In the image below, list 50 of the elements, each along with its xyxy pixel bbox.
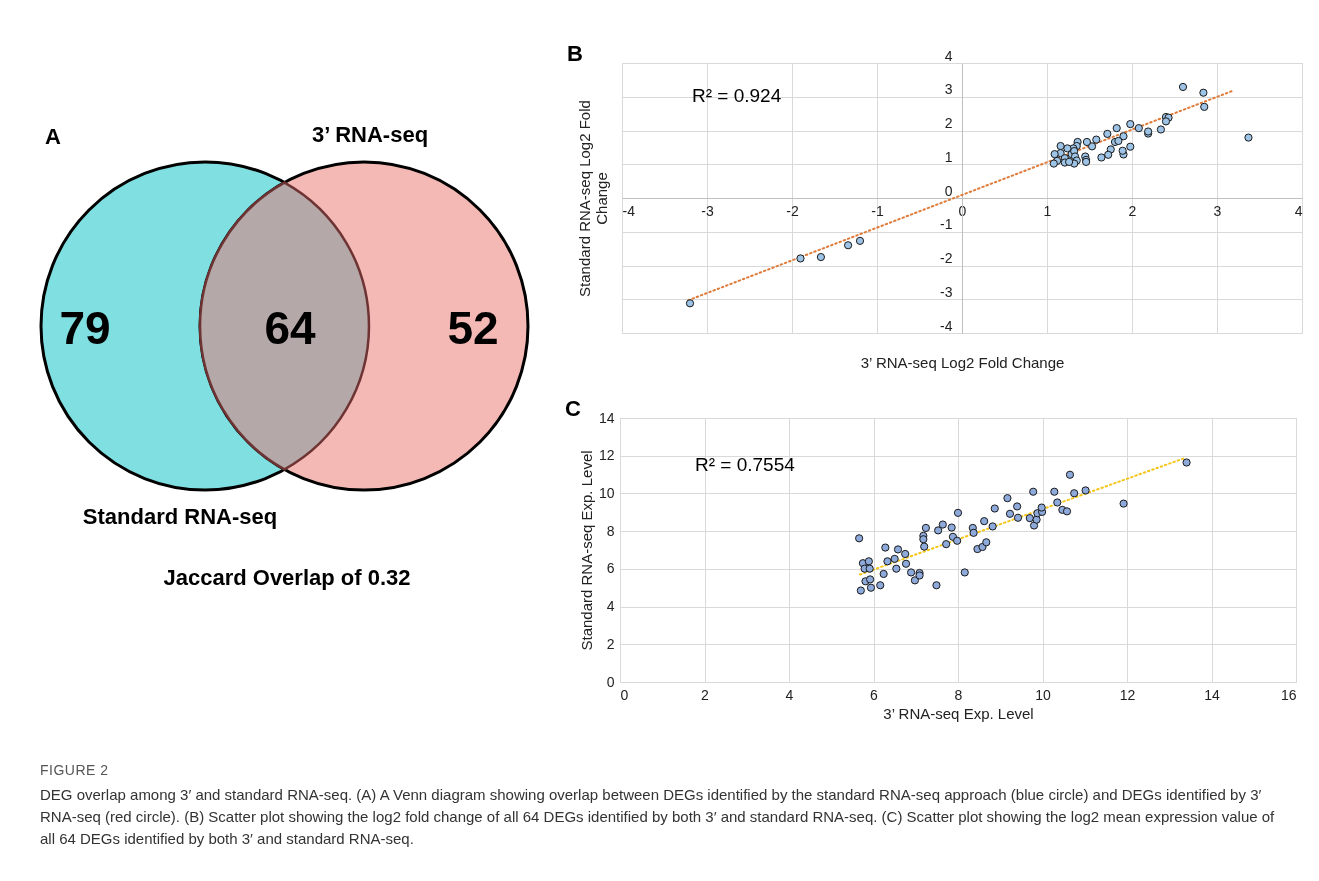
y-tick-label: 8	[606, 522, 615, 539]
x-tick-label: 2	[1128, 202, 1137, 219]
y-tick-label: 2	[944, 115, 953, 131]
text: DEG overlap among 3′ and standard RNA-seq. (A) A Venn diagram showing overlap between DEGs identified by the standard RNA-seq approach (blue circle) and DEGs identified by 3′ RNA-seq (red circle). (B) Scatter plot showing the log2 fold change of all 64 DEGs identified by both 3′ and standard RNA-seq. (C) Scatter plot showing the log2 mean expression value of all 64 DEGs identified by both 3′ and standard RNA-seq.	[40, 785, 1276, 849]
y-tick-label: 10	[598, 484, 615, 501]
text: A	[45, 124, 61, 150]
x-tick-label: 0	[620, 686, 629, 703]
caption: FIGURE 2	[40, 762, 109, 778]
y-tick-label: 4	[944, 47, 953, 64]
x-tick-label: 4	[785, 686, 794, 703]
text: Standard RNA-seq	[82, 504, 278, 529]
chart-title: C	[565, 396, 581, 422]
chart-title: B	[567, 41, 583, 67]
annotation: R² = 0.7554	[695, 454, 795, 476]
x-tick-label: 1	[1043, 202, 1052, 219]
x-tick-label: 3	[1213, 202, 1222, 219]
y-tick-label: 4	[606, 598, 615, 615]
text: Jaccard Overlap of 0.32	[163, 565, 411, 590]
x-tick-label: -1	[871, 202, 884, 219]
x-tick-label: 6	[870, 686, 879, 703]
x-tick-label: 16	[1280, 686, 1297, 703]
x-tick-label: -2	[786, 202, 799, 219]
x-axis-title: 3’ RNA-seq Log2 Fold Change	[860, 353, 1065, 371]
y-tick-label: -3	[940, 283, 953, 300]
y-tick-label: 2	[606, 635, 615, 652]
y-tick-label: 3	[944, 81, 953, 98]
x-tick-label: -4	[622, 202, 636, 219]
y-axis-title: Standard RNA-seq Exp. Level	[577, 450, 595, 651]
y-tick-label: 14	[598, 409, 615, 426]
y-tick-label: 1	[944, 148, 953, 165]
x-axis-title: 3’ RNA-seq Exp. Level	[883, 704, 1034, 722]
x-tick-label: 12	[1119, 686, 1136, 703]
annotation: R² = 0.924	[692, 85, 782, 107]
y-tick-label: -4	[940, 317, 953, 334]
data-label: 79	[59, 302, 111, 354]
data-label: 52	[447, 302, 499, 354]
x-tick-label: 10	[1035, 686, 1051, 703]
x-tick-label: 2	[701, 686, 710, 703]
y-tick-label: -2	[940, 250, 953, 266]
y-tick-label: -1	[940, 216, 953, 233]
data-label: 64	[264, 302, 316, 354]
y-tick-label: 0	[944, 182, 953, 199]
y-axis-title: Standard RNA-seq Log2 Fold Change	[575, 100, 610, 297]
x-tick-label: 14	[1204, 686, 1220, 703]
text: 3’ RNA-seq	[311, 122, 429, 147]
y-tick-label: 0	[606, 673, 615, 690]
x-tick-label: 4	[1294, 202, 1303, 219]
y-tick-label: 12	[598, 447, 615, 464]
y-tick-label: 6	[606, 560, 615, 577]
x-tick-label: -3	[701, 202, 714, 219]
